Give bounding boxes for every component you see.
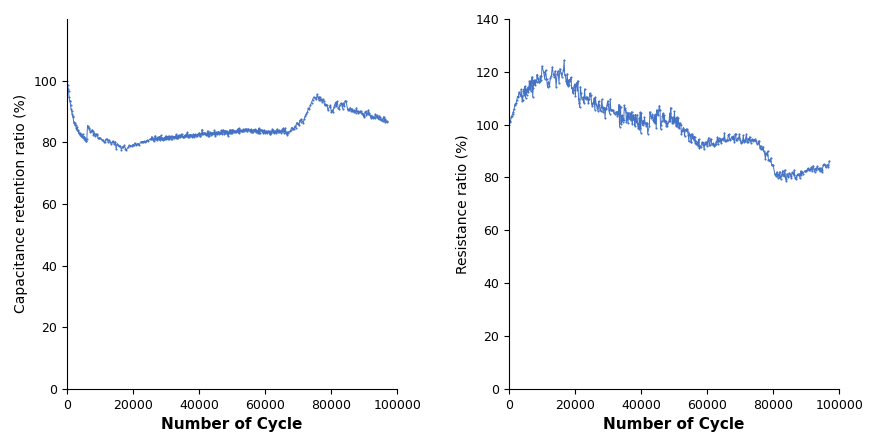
Y-axis label: Resistance ratio (%): Resistance ratio (%): [456, 134, 470, 274]
X-axis label: Number of Cycle: Number of Cycle: [161, 417, 303, 432]
X-axis label: Number of Cycle: Number of Cycle: [603, 417, 745, 432]
Y-axis label: Capacitance retention ratio (%): Capacitance retention ratio (%): [14, 94, 28, 314]
